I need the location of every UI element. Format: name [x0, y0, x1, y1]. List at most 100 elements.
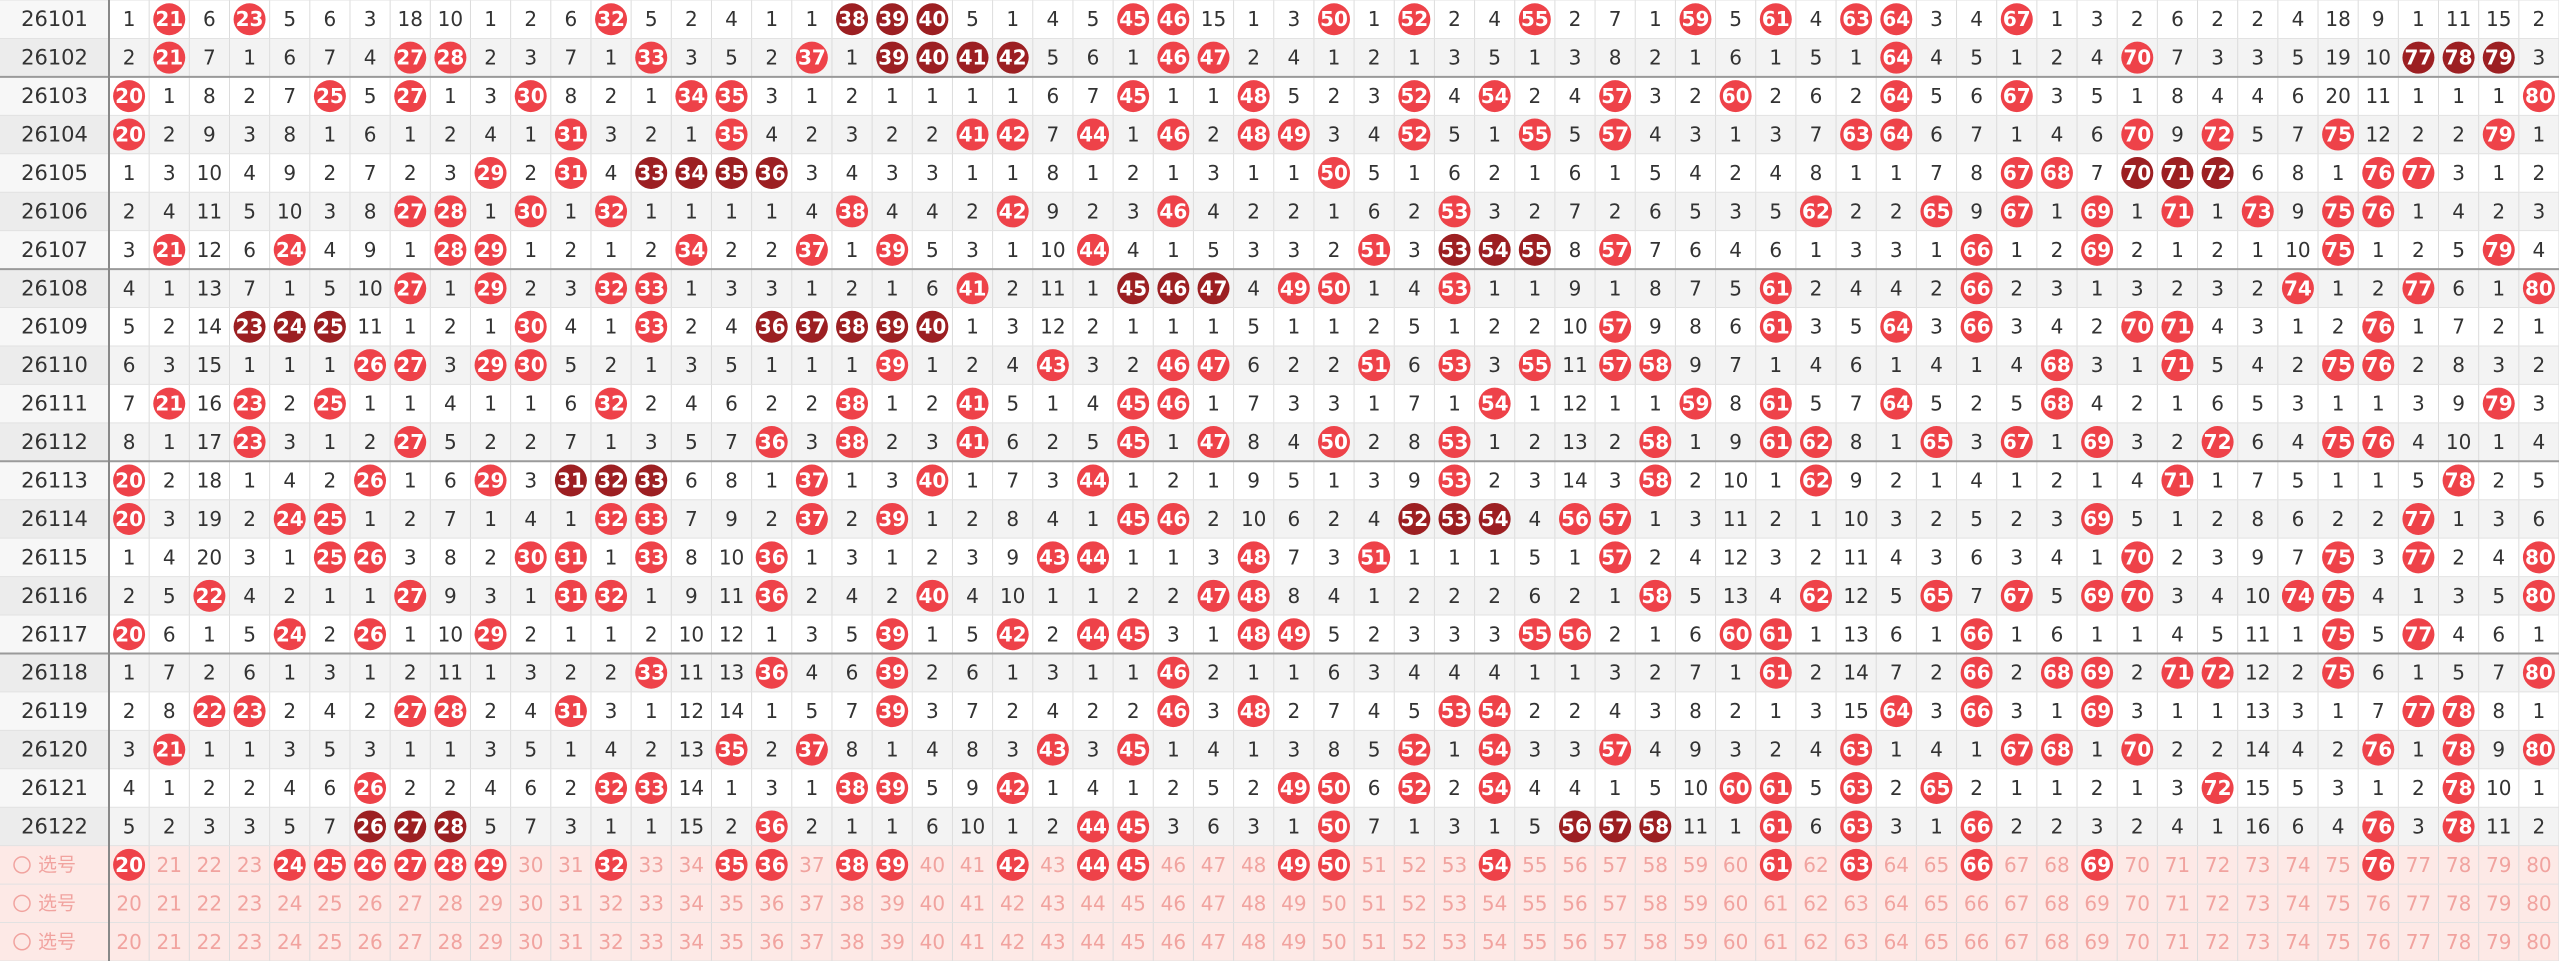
omission: 10: [357, 276, 382, 300]
ball: [1398, 772, 1431, 805]
omission: 5: [1649, 161, 1662, 185]
ball: [1960, 272, 1993, 305]
omission: 2: [1528, 315, 1541, 339]
omission: 2: [2412, 776, 2425, 800]
omission: 14: [1562, 469, 1587, 493]
hit-number: 42: [999, 199, 1027, 223]
omission: 7: [1649, 238, 1662, 262]
hit-number: 67: [2003, 738, 2031, 762]
omission: 11: [438, 661, 463, 685]
omission: 2: [1368, 622, 1381, 646]
omission: 2: [1890, 199, 1903, 223]
hit-number: 64: [1882, 123, 1910, 147]
ball: [2121, 541, 2154, 574]
omission: 2: [2211, 7, 2224, 31]
omission: 8: [1247, 430, 1260, 454]
hit-number: 44: [1079, 123, 1107, 147]
omission: 10: [277, 199, 302, 223]
picked-ball: [996, 848, 1029, 881]
omission: 2: [2211, 738, 2224, 762]
omission: 3: [123, 738, 136, 762]
omission: 4: [1769, 584, 1782, 608]
omission: 2: [1689, 84, 1702, 108]
omission: 7: [685, 507, 698, 531]
hit-number: 75: [2324, 238, 2352, 262]
omission: 2: [404, 161, 417, 185]
omission: 10: [1241, 507, 1266, 531]
omission: 2: [565, 238, 578, 262]
omission: 4: [2171, 814, 2184, 838]
hit-number: 31: [557, 469, 585, 493]
hit-number: 63: [1842, 814, 1870, 838]
omission: 3: [2131, 430, 2144, 454]
omission: 1: [1769, 469, 1782, 493]
omission: 4: [1569, 776, 1582, 800]
period: 26108: [21, 276, 88, 300]
omission: 4: [1729, 238, 1742, 262]
period-bg: [0, 115, 109, 154]
omission: 12: [2245, 661, 2270, 685]
omission: 3: [1127, 199, 1140, 223]
omission: 3: [2171, 776, 2184, 800]
omission: 3: [725, 276, 738, 300]
hit-number: 28: [436, 814, 464, 838]
ball: [2201, 426, 2234, 459]
omission: 3: [2211, 46, 2224, 70]
omission: 2: [243, 84, 256, 108]
omission: 2: [2292, 353, 2305, 377]
ball: [1277, 772, 1310, 805]
ball: [1077, 233, 1110, 266]
omission: 10: [2366, 46, 2391, 70]
hit-number: 61: [1762, 622, 1790, 646]
omission: 6: [1448, 161, 1461, 185]
omission: 1: [404, 469, 417, 493]
omission: 1: [243, 46, 256, 70]
hit-number: 78: [2445, 699, 2473, 723]
hit-number: 58: [1641, 584, 1669, 608]
ball: [1157, 118, 1190, 151]
omission: 6: [2171, 7, 2184, 31]
omission: 2: [1488, 315, 1501, 339]
hit-number: 64: [1882, 84, 1910, 108]
omission: 1: [846, 238, 859, 262]
omission: 5: [324, 738, 337, 762]
hit-number: 62: [1802, 584, 1830, 608]
hit-number: 33: [637, 469, 665, 493]
omission: 5: [1970, 46, 1983, 70]
omission: 1: [2452, 507, 2465, 531]
omission: 3: [1046, 469, 1059, 493]
omission: 3: [243, 545, 256, 569]
omission: 7: [1850, 392, 1863, 416]
hit-number: 56: [1561, 814, 1589, 838]
omission: 5: [283, 814, 296, 838]
omission: 2: [2332, 507, 2345, 531]
omission: 5: [2131, 507, 2144, 531]
ball: [554, 156, 587, 189]
omission: 1: [1488, 276, 1501, 300]
ball: [795, 502, 828, 535]
ball: [1157, 502, 1190, 535]
omission: 11: [1040, 276, 1065, 300]
omission: 8: [1729, 392, 1742, 416]
omission: 1: [1408, 814, 1421, 838]
omission: 11: [679, 661, 704, 685]
omission: 1: [1328, 199, 1341, 223]
ball: [1197, 349, 1230, 382]
omission: 2: [484, 699, 497, 723]
select-number: 73: [2245, 891, 2270, 915]
omission: 4: [1247, 276, 1260, 300]
ball: [876, 618, 909, 651]
hit-number: 64: [1882, 699, 1910, 723]
select-number: 58: [1643, 930, 1668, 954]
omission: 3: [1850, 238, 1863, 262]
period-bg: [0, 269, 109, 308]
omission: 4: [1448, 661, 1461, 685]
ball: [715, 80, 748, 113]
omission: 1: [1769, 46, 1782, 70]
row-bg: [0, 345, 2559, 385]
ball: [595, 772, 628, 805]
omission: 4: [846, 584, 859, 608]
ball: [313, 541, 346, 574]
omission: 3: [1287, 238, 1300, 262]
picked-number: 32: [597, 853, 625, 877]
